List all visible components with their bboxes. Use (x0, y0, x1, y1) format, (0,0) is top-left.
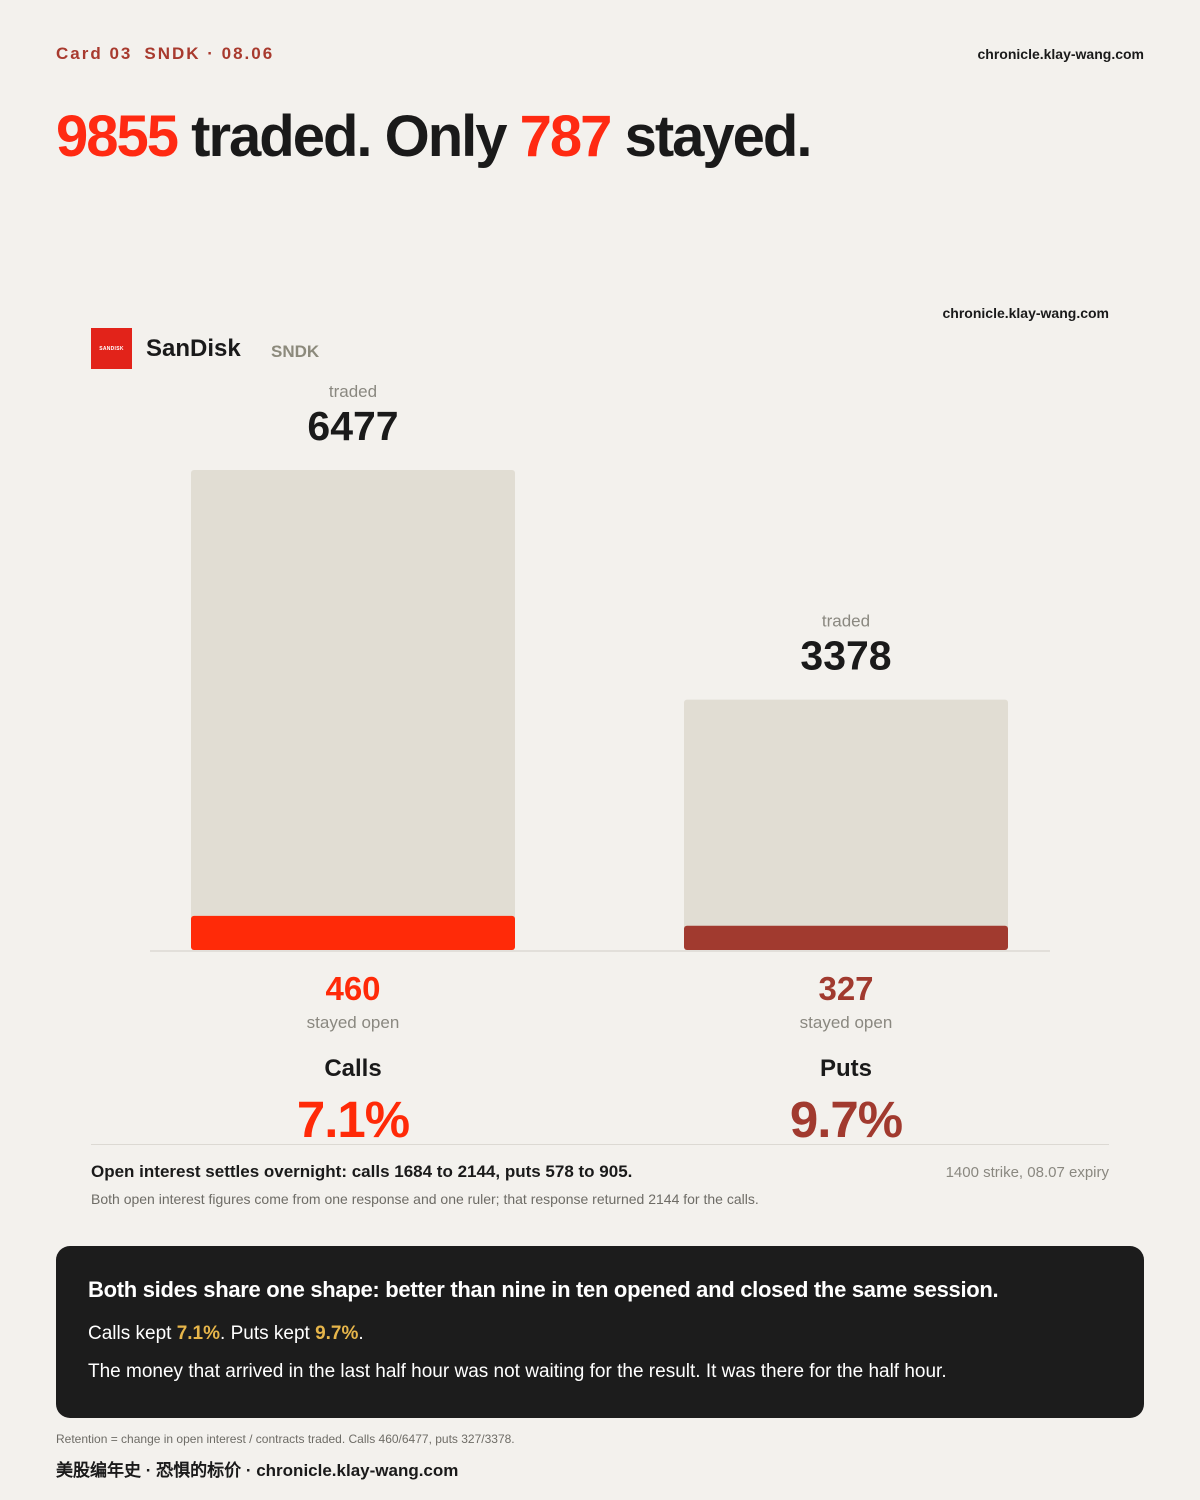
headline-traded-number: 9855 (56, 104, 179, 169)
chart-site-url[interactable]: chronicle.klay-wang.com (942, 305, 1110, 321)
headline: 9855 traded. Only 787 stayed. (56, 102, 813, 172)
calls-traded-value: 6477 (307, 403, 398, 449)
ticker-date: SNDK · 08.06 (144, 44, 275, 63)
site-url-top[interactable]: chronicle.klay-wang.com (977, 46, 1145, 62)
summary-retention-line: Calls kept 7.1%. Puts kept 9.7%. (88, 1323, 1112, 1345)
company-name: SanDisk (146, 335, 241, 362)
summary-calls-prefix: Calls kept (88, 1323, 177, 1344)
puts-traded-label: traded (822, 612, 870, 631)
card-number: Card 03 (56, 44, 133, 63)
open-interest-note: Open interest settles overnight: calls 1… (91, 1162, 633, 1181)
headline-text-1: traded. Only (177, 104, 520, 169)
puts-traded-value: 3378 (800, 633, 891, 679)
card-label: Card 03 SNDK · 08.06 (56, 44, 286, 64)
calls-stayed-label: stayed open (307, 1013, 400, 1032)
puts-stayed-value: 327 (818, 970, 873, 1007)
logo-text: SANDISK (99, 345, 124, 352)
calls-stayed-value: 460 (325, 970, 380, 1007)
strike-expiry-note: 1400 strike, 08.07 expiry (945, 1164, 1109, 1181)
puts-stayed-bar (684, 925, 1008, 950)
headline-stayed-number: 787 (519, 104, 613, 169)
source-note: Both open interest figures come from one… (91, 1191, 759, 1207)
puts-traded-bar (684, 699, 1008, 950)
puts-retention-pct: 9.7% (790, 1091, 902, 1148)
summary-puts-prefix: . Puts kept (220, 1323, 316, 1344)
summary-calls-pct: 7.1% (176, 1323, 221, 1344)
summary-puts-pct: 9.7% (315, 1323, 359, 1344)
calls-category-label: Calls (324, 1055, 381, 1082)
calls-stayed-bar (191, 915, 515, 950)
summary-end: . (358, 1323, 364, 1344)
calls-traded-label: traded (329, 382, 377, 401)
calls-traded-bar (191, 470, 515, 950)
company-ticker: SNDK (271, 342, 320, 361)
puts-stayed-label: stayed open (800, 1013, 893, 1032)
retention-footnote: Retention = change in open interest / co… (56, 1432, 515, 1446)
sandisk-logo: SANDISK (91, 328, 132, 369)
summary-conclusion: The money that arrived in the last half … (88, 1361, 947, 1382)
footer-brand: 美股编年史 · 恐惧的标价 · chronicle.klay-wang.com (56, 1461, 459, 1480)
summary-title: Both sides share one shape: better than … (88, 1277, 999, 1302)
divider (91, 1144, 1109, 1145)
puts-category-label: Puts (820, 1055, 872, 1082)
calls-retention-pct: 7.1% (297, 1091, 409, 1148)
summary-box: Both sides share one shape: better than … (56, 1246, 1144, 1418)
headline-text-2: stayed. (610, 104, 813, 169)
